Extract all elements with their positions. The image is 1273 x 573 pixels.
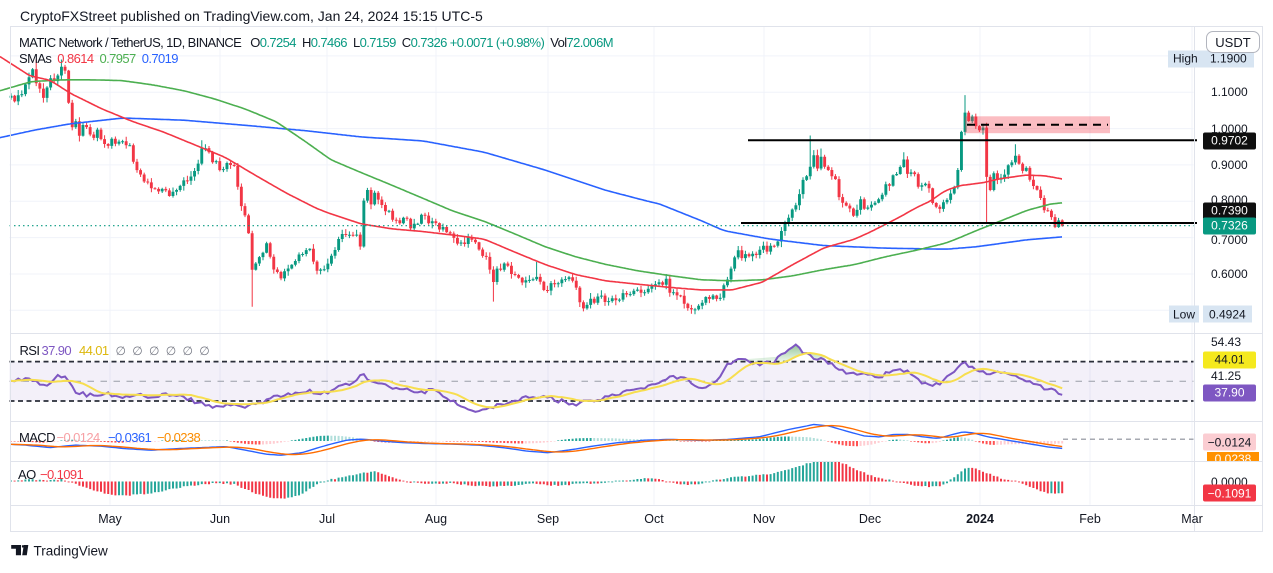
svg-text:TradingView: TradingView <box>34 544 109 559</box>
